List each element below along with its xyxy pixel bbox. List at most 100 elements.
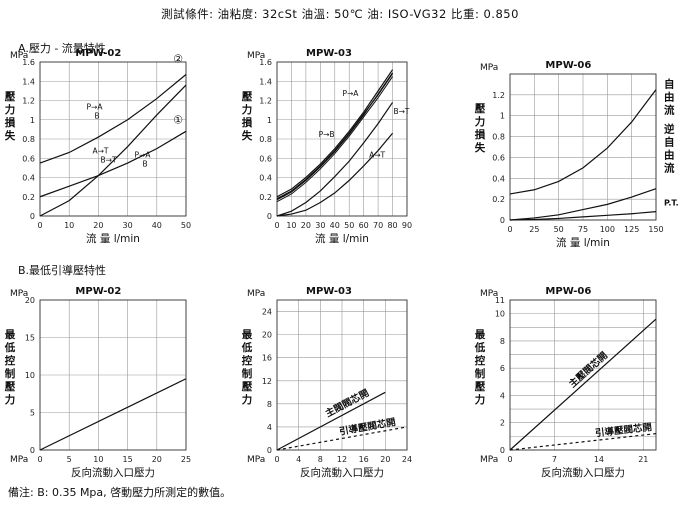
y-axis-label-char: 控 (475, 354, 486, 367)
series-line (276, 102, 394, 217)
y-tick-label: 1.6 (22, 58, 35, 67)
plot-frame (39, 299, 187, 451)
section-a-title: A.壓力 - 流量特性 (18, 42, 106, 55)
y-tick-label: 1.2 (259, 97, 272, 106)
series-label: B→T (101, 156, 117, 165)
y-tick-label: 1.2 (22, 97, 35, 106)
x-tick-label: 0 (507, 455, 512, 464)
y-tick-label: 12 (262, 377, 272, 386)
series-line-double (276, 76, 393, 203)
series-label: P→A (135, 151, 152, 160)
plot-frame (509, 73, 657, 221)
y-tick-label: 20 (262, 331, 272, 340)
y-unit-label: MPa (480, 63, 498, 73)
y-tick-label: 0.6 (492, 153, 505, 162)
y-axis-label-char: 力 (242, 393, 253, 406)
y-tick-label: 0.4 (259, 174, 272, 183)
y-tick-label: 10 (495, 310, 505, 319)
y-tick-label: 1.4 (259, 77, 272, 86)
x-tick-label: 0 (507, 225, 512, 234)
x-tick-label: 30 (123, 221, 133, 230)
series-line (276, 69, 394, 198)
y-unit-label: MPa (247, 289, 265, 299)
x-tick-label: 70 (373, 221, 383, 230)
y-tick-label: 5 (30, 409, 35, 418)
y-axis-label-char: 壓 (242, 381, 253, 393)
chart-title: MPW-02 (75, 286, 121, 297)
series-line (509, 433, 657, 451)
y-axis-label-char: 力 (242, 103, 253, 116)
y-axis-label-char: 低 (4, 341, 16, 354)
y-axis-label-char: 壓 (242, 91, 253, 103)
x-axis-label: 反向流動入口壓力 (300, 466, 384, 479)
x-tick-label: 125 (624, 225, 639, 234)
y-tick-label: 0 (30, 212, 35, 221)
series-line (39, 84, 187, 217)
series-line (509, 89, 657, 195)
x-axis-label: 流 量 l/min (556, 236, 610, 249)
x-tick-label: 8 (318, 455, 323, 464)
y-tick-label: 1 (500, 112, 505, 121)
chart-title: MPW-06 (545, 60, 591, 71)
y-axis-label-char: 損 (242, 116, 253, 129)
x-tick-label: 80 (387, 221, 397, 230)
y-axis-label-char: 損 (5, 116, 16, 129)
section-b-title: B.最低引導壓特性 (18, 264, 107, 277)
series-label: P→B (319, 130, 335, 139)
series-line (39, 378, 187, 451)
x-axis-label: 流 量 l/min (86, 232, 140, 245)
x-tick-label: 40 (152, 221, 162, 230)
x-tick-label: 25 (529, 225, 539, 234)
chart-5: 0 4 8 12 16 20 24 0 4 8 12 16 20 24 MPW-03 MPa 最低控制壓力反向流… (241, 286, 412, 479)
x-tick-label: 100 (600, 225, 615, 234)
y-tick-label: 16 (262, 354, 272, 363)
y-axis-label-char: 制 (475, 367, 486, 380)
x-tick-label: 15 (123, 455, 133, 464)
x-tick-label: 10 (93, 455, 103, 464)
plot-frame (276, 61, 408, 217)
y-tick-label: 4 (267, 423, 272, 432)
series-label: 由 (664, 91, 675, 104)
chart-title: MPW-03 (306, 286, 352, 297)
y-tick-label: 0 (267, 212, 272, 221)
series-label: A→T (369, 151, 385, 160)
x-unit-label: MPa (247, 455, 265, 465)
series-line-double (276, 72, 393, 201)
y-axis-label-char: 最 (475, 328, 486, 341)
y-axis-label-char: 控 (5, 354, 16, 367)
y-tick-label: 0.2 (22, 193, 35, 202)
plot-frame (276, 299, 408, 451)
series-label: B→T (394, 107, 410, 116)
x-tick-label: 20 (380, 455, 390, 464)
x-tick-label: 40 (330, 221, 340, 230)
x-tick-label: 20 (93, 221, 103, 230)
curve-annotation: ② (173, 53, 183, 66)
y-axis-label-char: 力 (475, 115, 486, 128)
y-tick-label: 0.8 (22, 135, 35, 144)
y-axis-label-char: 制 (5, 367, 16, 380)
x-tick-label: 90 (402, 221, 412, 230)
y-unit-label: MPa (480, 289, 498, 299)
y-axis-label-char: 損 (475, 128, 486, 141)
y-axis-label-char: 失 (242, 129, 253, 142)
series-label: 流 (664, 104, 675, 117)
y-tick-label: 1 (267, 116, 272, 125)
y-unit-label: MPa (10, 51, 28, 61)
series-line (39, 130, 187, 198)
x-tick-label: 0 (37, 455, 42, 464)
y-tick-label: 0.6 (259, 154, 272, 163)
x-tick-label: 14 (594, 455, 604, 464)
y-axis-label-char: 最 (242, 328, 253, 341)
series-line (39, 74, 187, 164)
y-axis-label-char: 壓 (5, 91, 16, 103)
x-tick-label: 4 (296, 455, 301, 464)
x-unit-label: MPa (10, 455, 28, 465)
series-line (509, 318, 657, 451)
x-tick-label: 60 (359, 221, 369, 230)
series-label: B (143, 160, 148, 169)
curve-annotation: ① (173, 113, 183, 126)
y-tick-label: 0 (30, 446, 35, 455)
y-unit-label: MPa (247, 51, 265, 61)
series-label: 逆 (664, 123, 675, 136)
